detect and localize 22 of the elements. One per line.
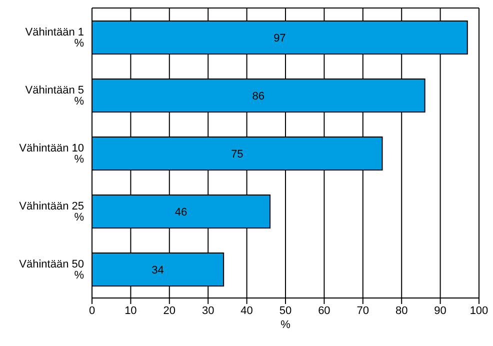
y-tick-label: Vähintään 5 % — [25, 84, 84, 108]
x-tick-label: 70 — [356, 304, 370, 317]
x-axis-title: % — [280, 319, 291, 331]
data-label: 97 — [274, 32, 286, 44]
data-label: 34 — [152, 264, 164, 276]
data-label: 46 — [174, 206, 188, 218]
x-tick-label: 80 — [395, 304, 408, 317]
y-tick-label: Vähintään 1 % — [25, 26, 84, 50]
x-tick-label: 90 — [434, 304, 446, 317]
x-tick-label: 100 — [470, 304, 488, 317]
x-tick-label: 0 — [88, 304, 96, 317]
x-tick-label: 60 — [318, 304, 330, 317]
x-tick-label: 10 — [124, 304, 137, 317]
data-label: 75 — [231, 148, 244, 160]
x-tick-label: 20 — [163, 304, 176, 317]
y-tick-label: Vähintään 10 % — [19, 142, 84, 166]
x-tick-label: 40 — [240, 304, 253, 317]
data-label: 86 — [252, 90, 265, 102]
y-tick-label: Vähintään 50 % — [19, 258, 84, 282]
y-tick-label: Vähintään 25 % — [19, 200, 84, 224]
x-tick-label: 30 — [202, 304, 214, 317]
x-tick-label: 50 — [279, 304, 292, 317]
